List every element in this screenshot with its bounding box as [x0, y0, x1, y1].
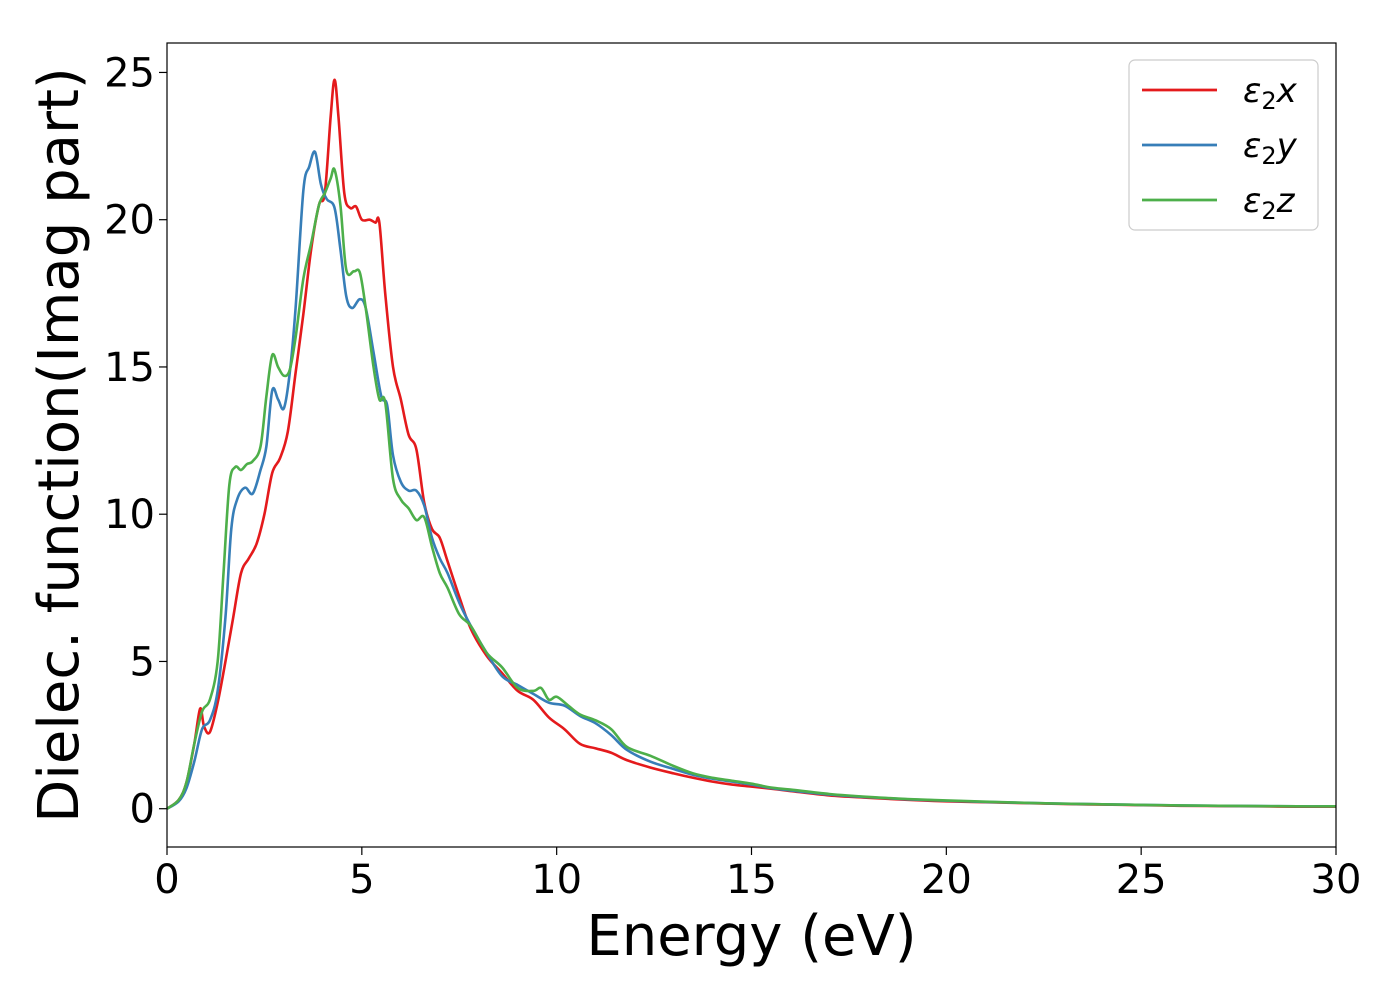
ticks-layer: 0 5 10 15 20 25 30 0 5 10 15 20 25	[104, 50, 1361, 903]
legend-box	[1128, 59, 1319, 231]
x-tick-label: 15	[726, 857, 777, 903]
y-tick-label: 25	[104, 50, 155, 96]
legend-label-y: ε2y	[1243, 126, 1298, 170]
legend: ε2x ε2y ε2z	[1128, 59, 1319, 231]
legend-label-x: ε2x	[1243, 71, 1298, 115]
y-tick-label: 5	[130, 639, 155, 685]
y-tick-label: 0	[130, 787, 155, 833]
x-tick-label: 5	[349, 857, 374, 903]
x-tick-label: 0	[154, 857, 179, 903]
y-tick-label: 15	[104, 345, 155, 391]
y-tick-label: 10	[104, 492, 155, 538]
x-tick-label: 25	[1116, 857, 1167, 903]
series-layer	[166, 78, 1337, 810]
x-axis-label: Energy (eV)	[586, 904, 916, 969]
y-axis-label: Dielec. function(Imag part)	[27, 67, 92, 823]
series-line-z	[166, 167, 1337, 810]
y-tick-label: 20	[104, 198, 155, 244]
x-tick-label: 30	[1311, 857, 1362, 903]
x-tick-label: 10	[531, 857, 582, 903]
x-tick-label: 20	[921, 857, 972, 903]
legend-label-z: ε2z	[1243, 181, 1296, 225]
